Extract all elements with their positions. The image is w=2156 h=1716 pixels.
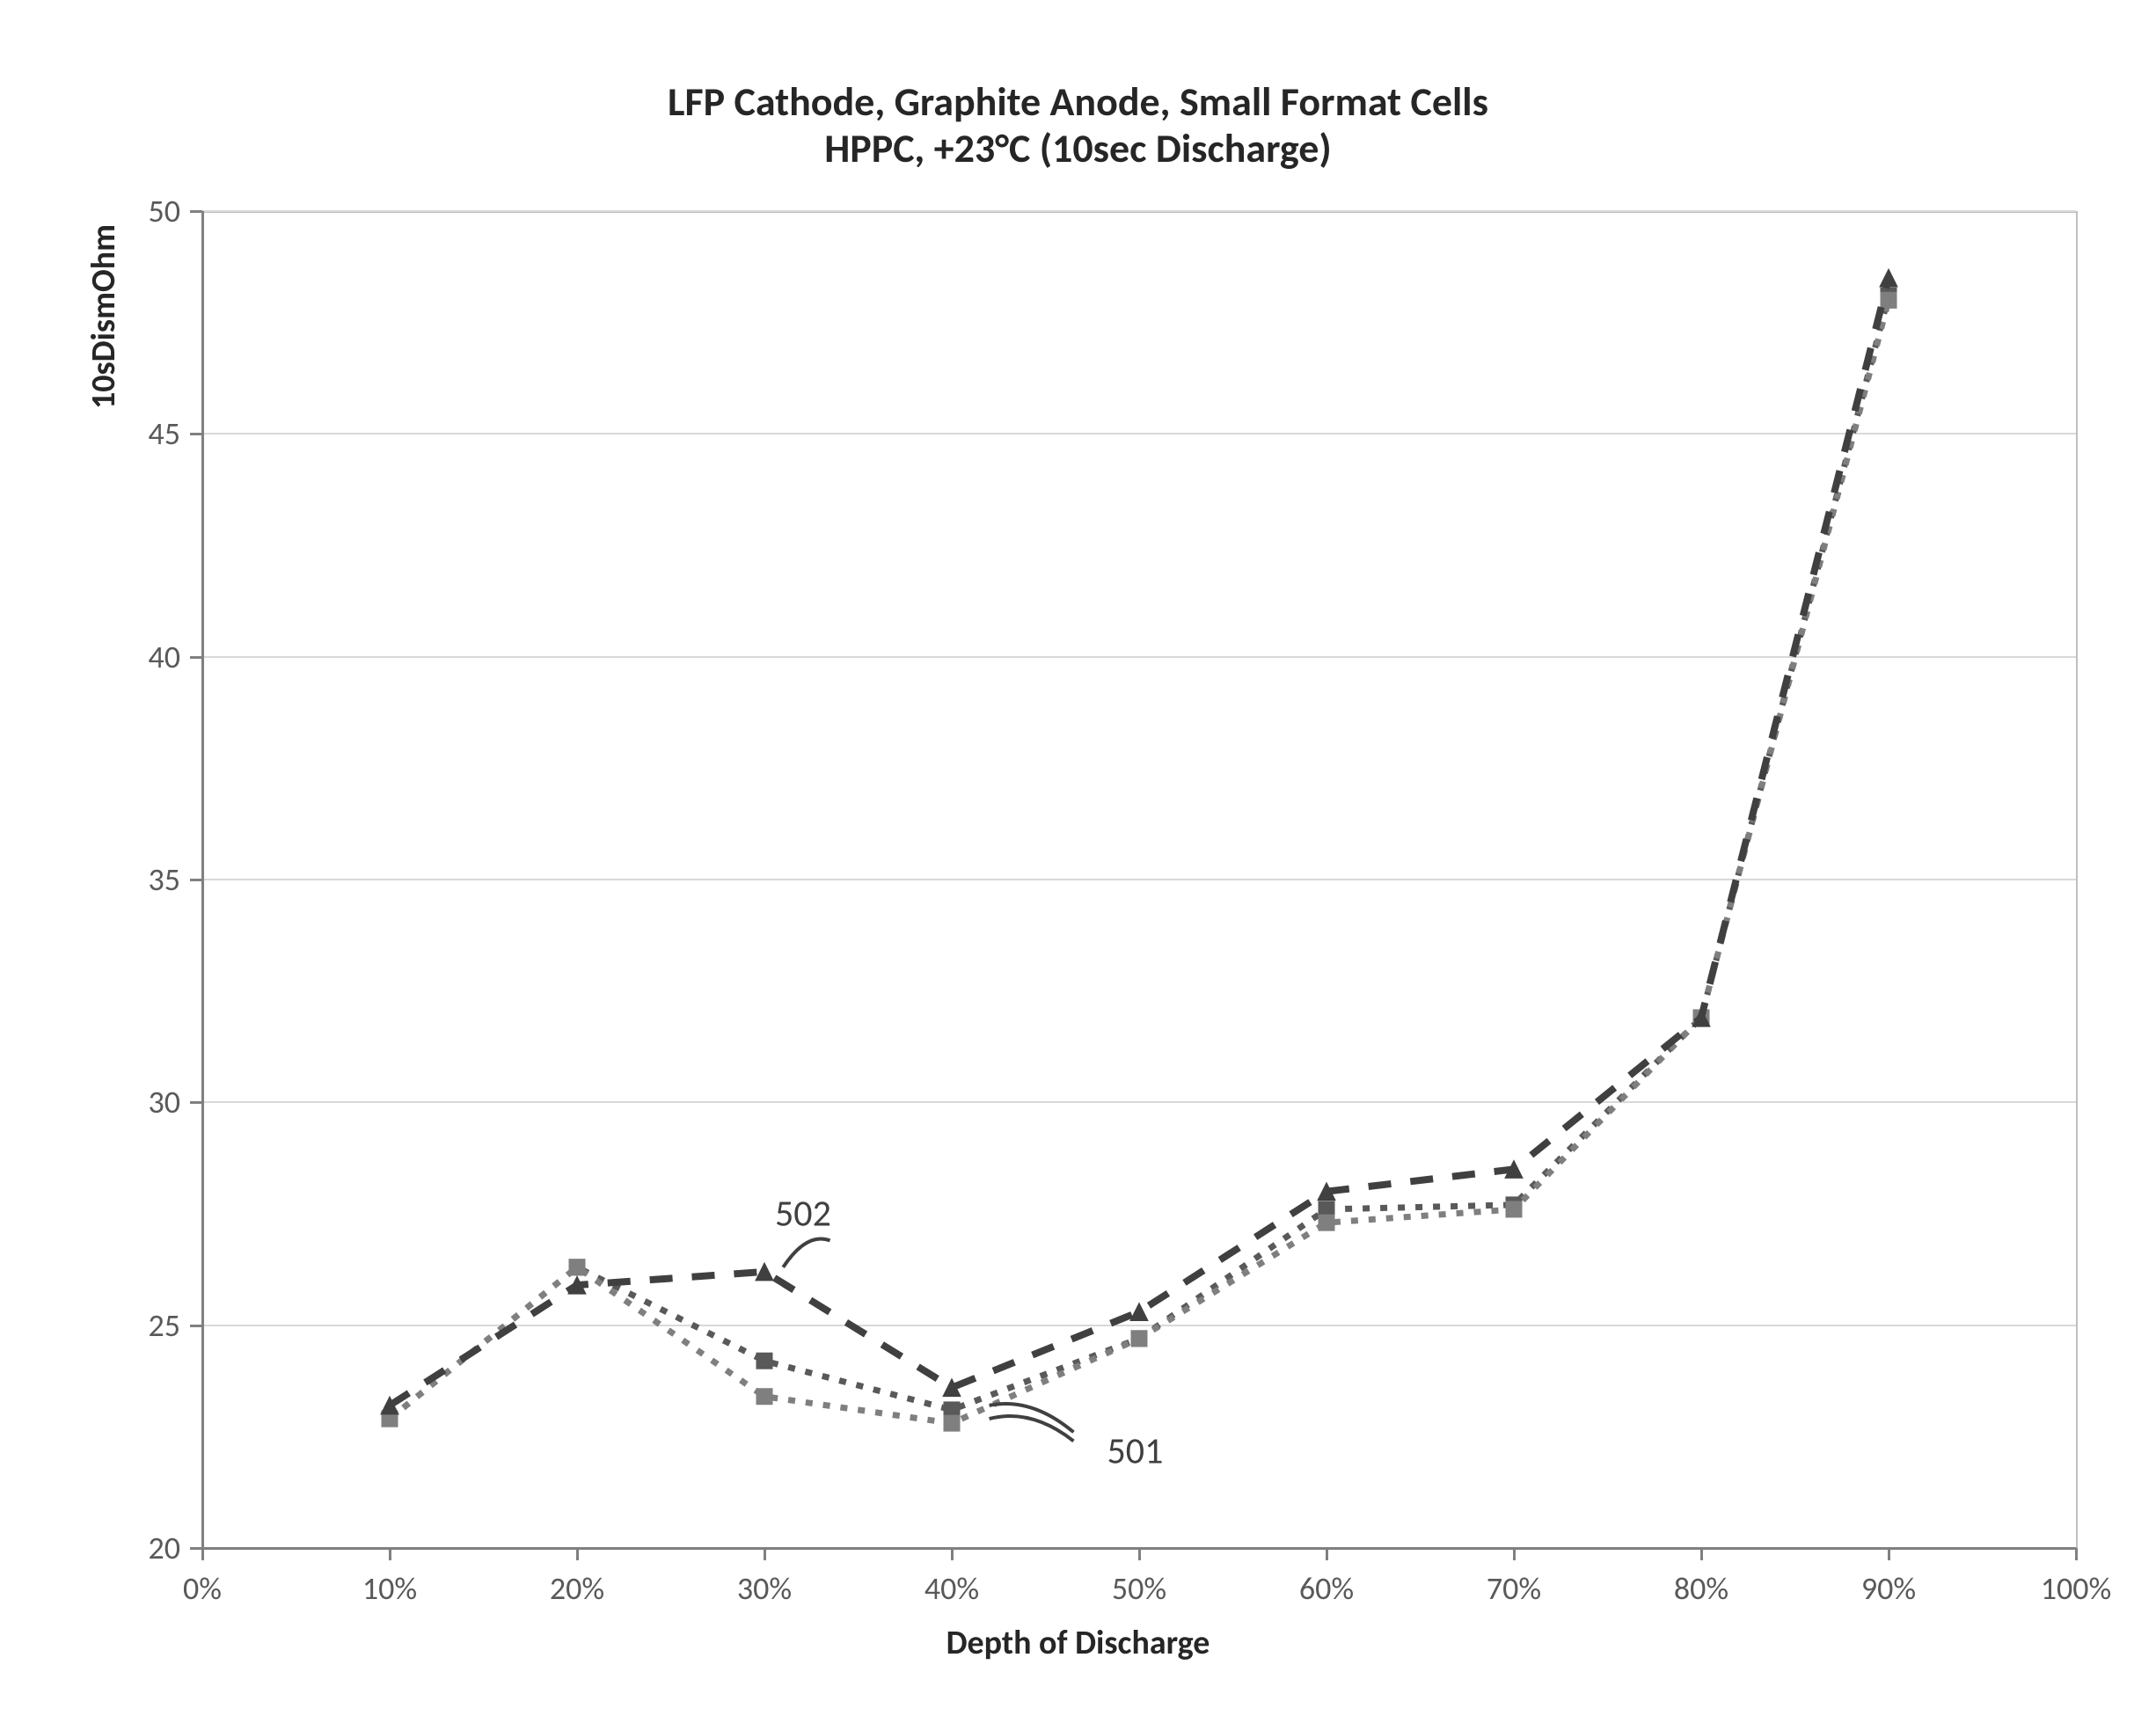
annotation-leader	[783, 1238, 830, 1267]
y-axis-title: 10sDismOhm	[84, 0, 124, 985]
chart-annotations: 502 501	[0, 0, 2156, 1716]
chart-container: LFP Cathode, Graphite Anode, Small Forma…	[0, 0, 2156, 1716]
annotation-leader	[990, 1416, 1074, 1441]
x-axis-title: Depth of Discharge	[0, 1623, 2156, 1663]
annotation-label-502: 502	[775, 1191, 831, 1236]
annotation-label-501: 501	[1107, 1428, 1164, 1473]
